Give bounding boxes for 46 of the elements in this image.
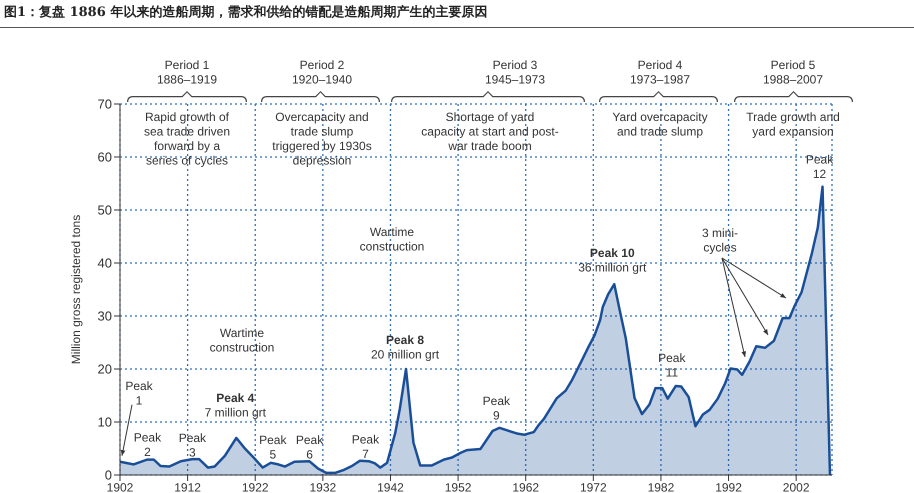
annotation: Wartime construction [360,225,424,254]
y-tick-label: 70 [98,96,112,112]
text: Period 1 1886–1919 [156,58,218,86]
x-tick-label: 1992 [715,480,742,493]
y-tick-label: 60 [98,150,112,165]
annotation: Trade growth and yard expansion [746,110,840,138]
annotation: 3 mini- cycles [702,226,738,254]
y-tick-label: 40 [98,256,112,271]
annotation: Shortage of yard capacity at start and post- war trade boom [421,110,559,153]
x-tick-label: 1982 [648,480,675,493]
y-tick-label: 20 [98,362,112,377]
y-tick-label: 30 [98,308,112,324]
x-tick-label: 1942 [377,480,404,493]
x-tick-label: 1972 [580,480,607,493]
annotation: Peak 4 7 million grt [204,390,267,420]
chart-title: 图1：复盘 1886 年以来的造船周期，需求和供给的错配是造船周期产生的主要原因 [4,4,488,21]
annotation: Rapid growth of sea trade driven forward by a series of cycles [144,110,230,168]
x-tick-label: 1912 [174,480,202,493]
x-tick-label: 1932 [309,480,337,493]
annotation: Peak 11 [658,350,686,380]
y-axis-title: Million gross registered tons [69,214,83,364]
annotation: Peak 12 [806,152,834,182]
y-tick-label: 50 [98,202,112,218]
annotation: Peak 5 [259,432,288,462]
annotation: Peak 2 [134,430,162,460]
x-tick-label: 1922 [242,480,269,493]
text: Period 2 1920–1940 [292,58,352,86]
y-tick-label: 0 [104,468,112,483]
annotation: Peak 9 [482,394,511,422]
annotation: Peak 7 [352,432,380,462]
text: Period 5 1988–2007 [762,58,824,86]
x-tick-label: 2002 [782,480,810,493]
annotation: Peak 10 36 million grt [578,246,647,275]
annotation: Peak 8 20 million grt [371,333,440,362]
annotation: Wartime construction [210,326,274,354]
x-tick-label: 1962 [512,480,540,493]
annotation: Overcapacity and trade slump triggered by 1930s depression [272,110,372,168]
annotation: Peak 3 [178,431,208,460]
x-tick-label: 1902 [106,480,134,493]
text: Period 4 1973–1987 [630,58,690,86]
text: Period 3 1945–1973 [484,58,546,86]
annotation: Peak 6 [296,433,324,462]
x-tick-label: 1952 [444,480,472,493]
annotation: Peak 1 [125,378,154,408]
annotation: Yard overcapacity and trade slump [612,110,708,138]
y-tick-label: 10 [98,414,112,430]
